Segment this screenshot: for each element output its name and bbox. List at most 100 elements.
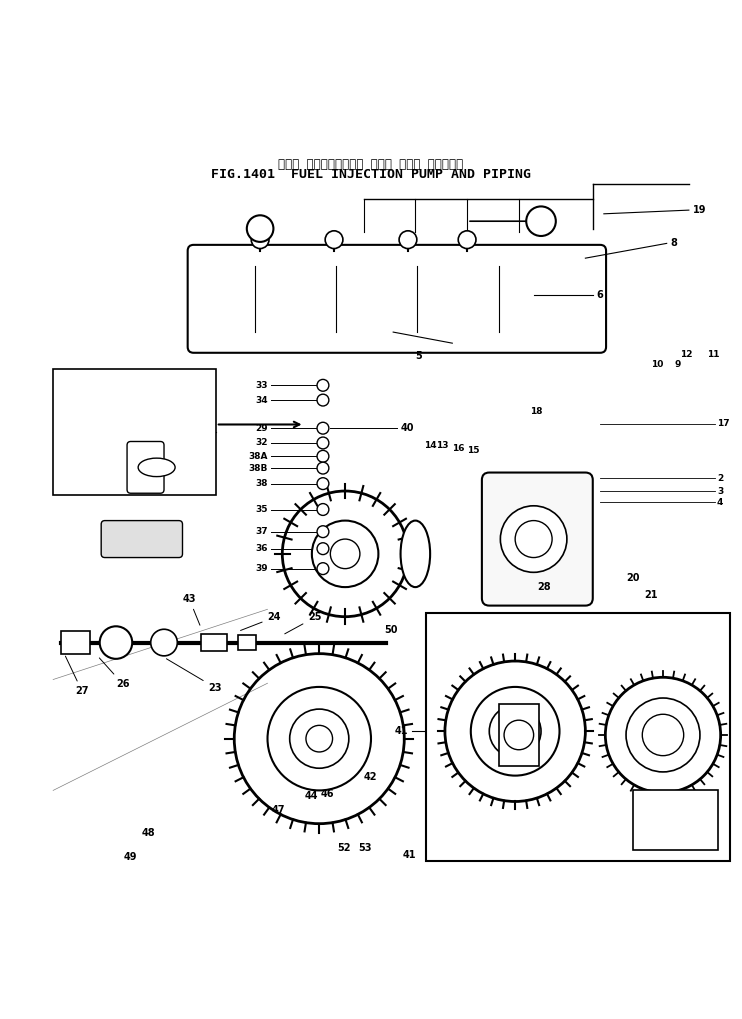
- Text: 42: 42: [364, 772, 377, 783]
- Circle shape: [317, 562, 329, 575]
- Circle shape: [445, 661, 585, 802]
- Text: 48: 48: [142, 827, 156, 838]
- Text: 22-B,25-B 用: 22-B,25-B 用: [600, 681, 644, 690]
- Text: 49: 49: [123, 852, 137, 862]
- Text: FIG.1401  FUEL INJECTION PUMP AND PIPING: FIG.1401 FUEL INJECTION PUMP AND PIPING: [211, 168, 531, 181]
- Text: 22用: 22用: [639, 795, 653, 804]
- Text: 47: 47: [272, 805, 285, 815]
- Circle shape: [399, 231, 417, 249]
- Text: 10: 10: [651, 360, 663, 369]
- Circle shape: [459, 231, 476, 249]
- Text: 51: 51: [485, 764, 499, 782]
- Circle shape: [268, 687, 371, 791]
- Text: 23: 23: [166, 658, 222, 693]
- Text: 25-B 用: 25-B 用: [57, 388, 81, 397]
- Text: 54: 54: [643, 842, 657, 852]
- Text: 38A: 38A: [248, 451, 268, 461]
- Ellipse shape: [401, 521, 430, 587]
- Circle shape: [317, 503, 329, 516]
- Text: 20: 20: [626, 574, 640, 583]
- Text: For 25-B: For 25-B: [57, 395, 88, 405]
- FancyBboxPatch shape: [188, 245, 606, 353]
- Text: 8: 8: [670, 238, 677, 249]
- Circle shape: [317, 526, 329, 538]
- Text: 18: 18: [530, 408, 542, 417]
- Text: 4: 4: [717, 497, 723, 506]
- Bar: [427, 613, 729, 861]
- Text: 35: 35: [255, 505, 268, 514]
- Circle shape: [317, 379, 329, 391]
- Text: 32: 32: [255, 438, 268, 447]
- Text: 51: 51: [485, 774, 499, 785]
- Text: 14: 14: [424, 440, 437, 449]
- Circle shape: [99, 627, 132, 659]
- Text: エアーコンプレッサ より: エアーコンプレッサ より: [61, 370, 114, 379]
- Bar: [61, 632, 90, 653]
- Text: 22-B Serial No. 53678-: 22-B Serial No. 53678-: [485, 620, 580, 629]
- Text: 55: 55: [692, 828, 706, 839]
- Text: 15: 15: [467, 446, 479, 454]
- Text: 27: 27: [65, 656, 89, 696]
- Text: 40: 40: [401, 423, 414, 433]
- Circle shape: [247, 215, 273, 242]
- Circle shape: [234, 653, 404, 823]
- Text: 43: 43: [183, 594, 200, 626]
- Text: 22-B 用: 22-B 用: [57, 432, 81, 441]
- Circle shape: [317, 394, 329, 406]
- Ellipse shape: [138, 459, 175, 477]
- Text: For 22-B: For 22-B: [57, 440, 88, 449]
- Text: 34: 34: [255, 395, 268, 405]
- Circle shape: [306, 726, 332, 752]
- Text: 24: 24: [240, 612, 281, 631]
- FancyBboxPatch shape: [499, 704, 539, 766]
- Circle shape: [489, 705, 541, 757]
- Text: 36: 36: [255, 544, 268, 553]
- Circle shape: [500, 505, 567, 573]
- Text: 46: 46: [321, 789, 334, 799]
- Text: 注意: 注意: [136, 534, 148, 544]
- Circle shape: [282, 491, 408, 616]
- Circle shape: [504, 720, 533, 750]
- Text: 3: 3: [717, 486, 723, 495]
- Bar: [238, 635, 257, 650]
- Text: 26: 26: [99, 658, 129, 689]
- Text: 39: 39: [255, 565, 268, 573]
- Circle shape: [330, 539, 360, 569]
- Circle shape: [626, 698, 700, 772]
- FancyBboxPatch shape: [482, 473, 593, 605]
- Text: 29: 29: [255, 424, 268, 433]
- Text: 41: 41: [403, 851, 416, 860]
- Circle shape: [317, 422, 329, 434]
- Text: 17: 17: [717, 419, 729, 428]
- Text: 2: 2: [717, 474, 723, 483]
- Text: 44: 44: [304, 792, 318, 801]
- Text: 9: 9: [674, 360, 680, 369]
- Text: 45: 45: [548, 817, 562, 827]
- Circle shape: [317, 437, 329, 449]
- Bar: [53, 369, 216, 494]
- FancyBboxPatch shape: [127, 441, 164, 493]
- Bar: [201, 634, 227, 651]
- Text: 21: 21: [645, 590, 658, 599]
- Circle shape: [605, 678, 720, 793]
- Text: For 22-B,25-B: For 22-B,25-B: [599, 690, 650, 699]
- Circle shape: [252, 231, 269, 249]
- Circle shape: [317, 463, 329, 474]
- Text: For 22-B: For 22-B: [636, 804, 667, 812]
- Circle shape: [317, 543, 329, 554]
- Text: 16: 16: [453, 443, 464, 452]
- Text: 22: 22: [441, 620, 455, 629]
- Text: 33: 33: [255, 381, 268, 390]
- FancyBboxPatch shape: [101, 521, 183, 557]
- Circle shape: [317, 450, 329, 463]
- Circle shape: [289, 709, 349, 768]
- Text: 5: 5: [416, 351, 422, 361]
- Circle shape: [151, 630, 177, 656]
- Text: From Air Compressor: From Air Compressor: [61, 377, 141, 386]
- Text: 52: 52: [338, 843, 351, 853]
- Text: 12: 12: [680, 350, 692, 359]
- Text: 50: 50: [384, 625, 398, 635]
- Text: 13: 13: [436, 440, 449, 449]
- Text: 11: 11: [707, 350, 720, 359]
- Circle shape: [643, 714, 683, 756]
